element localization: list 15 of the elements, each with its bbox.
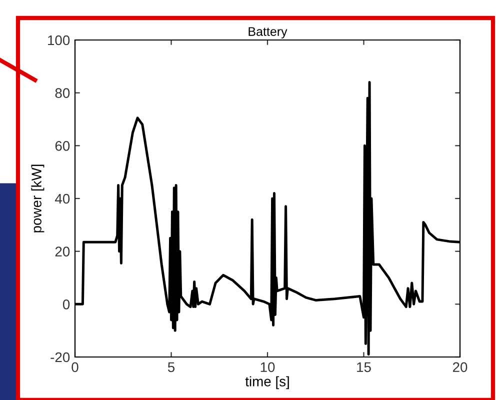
- x-tick-label: 5: [168, 362, 175, 372]
- y-tick-label: 40: [55, 194, 70, 204]
- chart-title: Battery: [248, 27, 288, 38]
- x-tick-label: 20: [452, 362, 468, 372]
- x-tick-label: 10: [260, 362, 275, 372]
- y-tick-label: 20: [55, 246, 70, 257]
- y-tick-label: 100: [48, 35, 70, 46]
- y-tick-label: 60: [55, 141, 70, 151]
- x-tick-label: 15: [357, 362, 371, 372]
- y-tick-label: 0: [62, 300, 70, 310]
- y-tick-label: -20: [50, 352, 70, 362]
- y-tick-label: 80: [55, 88, 70, 98]
- y-axis-title: power [kW]: [31, 164, 44, 232]
- x-tick-label: 0: [72, 362, 78, 372]
- x-axis-title: time [s]: [245, 376, 289, 390]
